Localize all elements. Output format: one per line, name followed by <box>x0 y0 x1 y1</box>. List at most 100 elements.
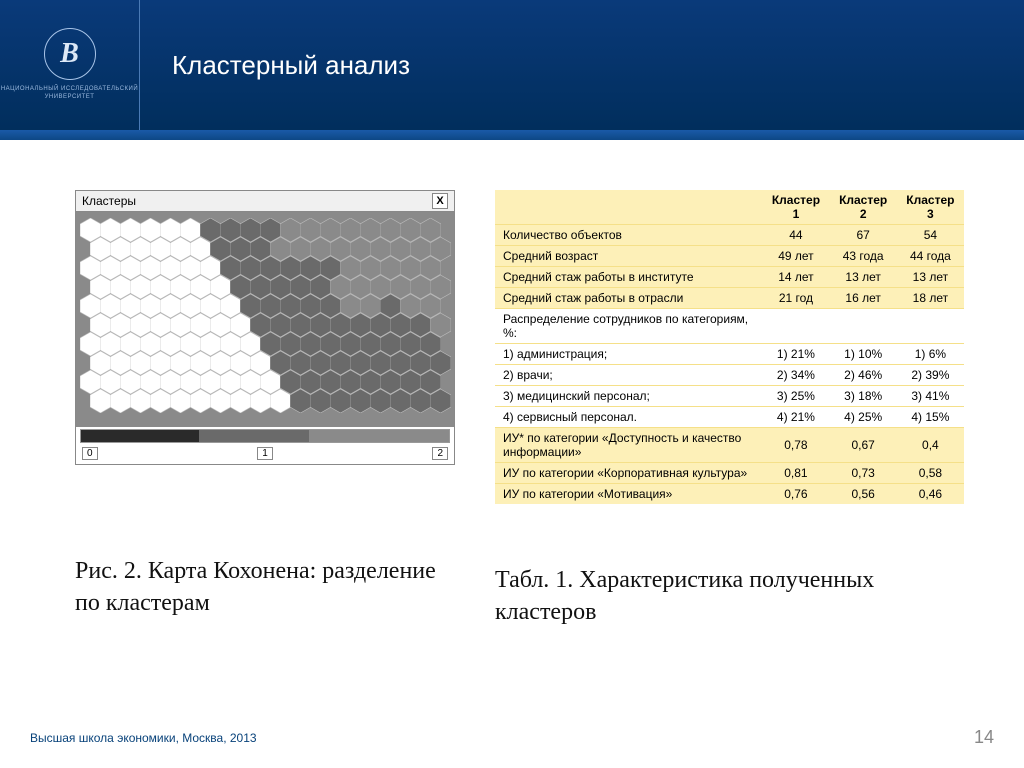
table-cell: 2) 39% <box>897 365 964 386</box>
table-cell: 0,78 <box>762 428 829 463</box>
hex-cell <box>350 389 371 413</box>
table-cell: 44 года <box>897 246 964 267</box>
table-cell: 13 лет <box>830 267 897 288</box>
som-legend <box>80 429 450 443</box>
table-cell: 54 <box>897 225 964 246</box>
som-axis: 0 1 2 <box>76 445 454 464</box>
table-cell: Средний возраст <box>495 246 762 267</box>
table-cell: Количество объектов <box>495 225 762 246</box>
hex-cell <box>310 389 331 413</box>
hex-cell <box>270 389 291 413</box>
table-row: ИУ* по категории «Доступность и качество… <box>495 428 964 463</box>
table-cell: 14 лет <box>762 267 829 288</box>
table-header: Кластер 2 <box>830 190 897 225</box>
table-row: Средний стаж работы в институте14 лет13 … <box>495 267 964 288</box>
table-cell: 0,46 <box>897 484 964 505</box>
table-cell: Распределение сотрудников по категориям,… <box>495 309 762 344</box>
table-cell: 16 лет <box>830 288 897 309</box>
figure-caption: Рис. 2. Карта Кохонена: разделение по кл… <box>75 555 455 620</box>
table-cell: 3) медицинский персонал; <box>495 386 762 407</box>
hex-cell <box>290 389 311 413</box>
cluster-table: Кластер 1Кластер 2Кластер 3Количество об… <box>495 190 964 504</box>
table-cell: ИУ по категории «Корпоративная культура» <box>495 463 762 484</box>
table-cell: 1) 6% <box>897 344 964 365</box>
som-panel-title: Кластеры <box>82 194 136 208</box>
table-cell: 0,73 <box>830 463 897 484</box>
som-panel: Кластеры X 0 1 2 <box>75 190 455 465</box>
table-row: Распределение сотрудников по категориям,… <box>495 309 964 344</box>
table-cell: 44 <box>762 225 829 246</box>
axis-label: 2 <box>432 447 448 460</box>
table-cell: 0,81 <box>762 463 829 484</box>
table-caption: Табл. 1. Характеристика полученных класт… <box>495 564 964 629</box>
hex-cell <box>90 389 111 413</box>
table-cell: Средний стаж работы в институте <box>495 267 762 288</box>
hex-cell <box>210 389 231 413</box>
logo-letter: В <box>60 38 79 70</box>
close-icon[interactable]: X <box>432 193 448 209</box>
table-cell: 0,67 <box>830 428 897 463</box>
hex-cell <box>430 389 451 413</box>
table-cell: 21 год <box>762 288 829 309</box>
table-cell <box>897 309 964 344</box>
table-row: 4) сервисный персонал.4) 21%4) 25%4) 15% <box>495 407 964 428</box>
table-cell: 13 лет <box>897 267 964 288</box>
table-row: Количество объектов446754 <box>495 225 964 246</box>
table-cell: Средний стаж работы в отрасли <box>495 288 762 309</box>
table-cell: 0,76 <box>762 484 829 505</box>
footer-text: Высшая школа экономики, Москва, 2013 <box>30 731 257 745</box>
axis-label: 0 <box>82 447 98 460</box>
hex-cell <box>330 389 351 413</box>
table-cell: ИУ по категории «Мотивация» <box>495 484 762 505</box>
hex-cell <box>170 389 191 413</box>
table-cell: 67 <box>830 225 897 246</box>
table-cell: 2) врачи; <box>495 365 762 386</box>
table-cell: ИУ* по категории «Доступность и качество… <box>495 428 762 463</box>
table-header: Кластер 3 <box>897 190 964 225</box>
table-cell <box>830 309 897 344</box>
hex-cell <box>390 389 411 413</box>
table-cell: 18 лет <box>897 288 964 309</box>
table-cell: 3) 41% <box>897 386 964 407</box>
table-cell: 1) администрация; <box>495 344 762 365</box>
footer: Высшая школа экономики, Москва, 2013 14 <box>30 727 994 748</box>
table-cell: 2) 46% <box>830 365 897 386</box>
hex-cell <box>190 389 211 413</box>
table-row: 1) администрация;1) 21%1) 10%1) 6% <box>495 344 964 365</box>
hex-cell <box>250 389 271 413</box>
table-cell: 0,56 <box>830 484 897 505</box>
table-header <box>495 190 762 225</box>
table-header: Кластер 1 <box>762 190 829 225</box>
table-cell: 3) 25% <box>762 386 829 407</box>
table-cell: 49 лет <box>762 246 829 267</box>
hex-cell <box>370 389 391 413</box>
slide-title: Кластерный анализ <box>172 50 410 81</box>
table-cell: 4) 21% <box>762 407 829 428</box>
table-cell: 4) 15% <box>897 407 964 428</box>
table-cell: 43 года <box>830 246 897 267</box>
table-row: 2) врачи;2) 34%2) 46%2) 39% <box>495 365 964 386</box>
table-cell: 2) 34% <box>762 365 829 386</box>
hex-cell <box>230 389 251 413</box>
hex-cell <box>150 389 171 413</box>
hex-cell <box>110 389 131 413</box>
table-row: Средний стаж работы в отрасли21 год16 ле… <box>495 288 964 309</box>
table-cell: 4) 25% <box>830 407 897 428</box>
hex-cell <box>130 389 151 413</box>
logo: В НАЦИОНАЛЬНЫЙ ИССЛЕДОВАТЕЛЬСКИЙ УНИВЕРС… <box>0 0 140 130</box>
table-cell: 1) 21% <box>762 344 829 365</box>
table-cell: 4) сервисный персонал. <box>495 407 762 428</box>
axis-label: 1 <box>257 447 273 460</box>
hex-cell <box>410 389 431 413</box>
table-row: ИУ по категории «Корпоративная культура»… <box>495 463 964 484</box>
table-row: ИУ по категории «Мотивация»0,760,560,46 <box>495 484 964 505</box>
slide-header: В НАЦИОНАЛЬНЫЙ ИССЛЕДОВАТЕЛЬСКИЙ УНИВЕРС… <box>0 0 1024 140</box>
table-cell: 1) 10% <box>830 344 897 365</box>
som-hex-grid <box>76 212 454 427</box>
page-number: 14 <box>974 727 994 748</box>
table-cell <box>762 309 829 344</box>
table-row: Средний возраст49 лет43 года44 года <box>495 246 964 267</box>
table-row: 3) медицинский персонал;3) 25%3) 18%3) 4… <box>495 386 964 407</box>
table-cell: 0,4 <box>897 428 964 463</box>
table-cell: 3) 18% <box>830 386 897 407</box>
